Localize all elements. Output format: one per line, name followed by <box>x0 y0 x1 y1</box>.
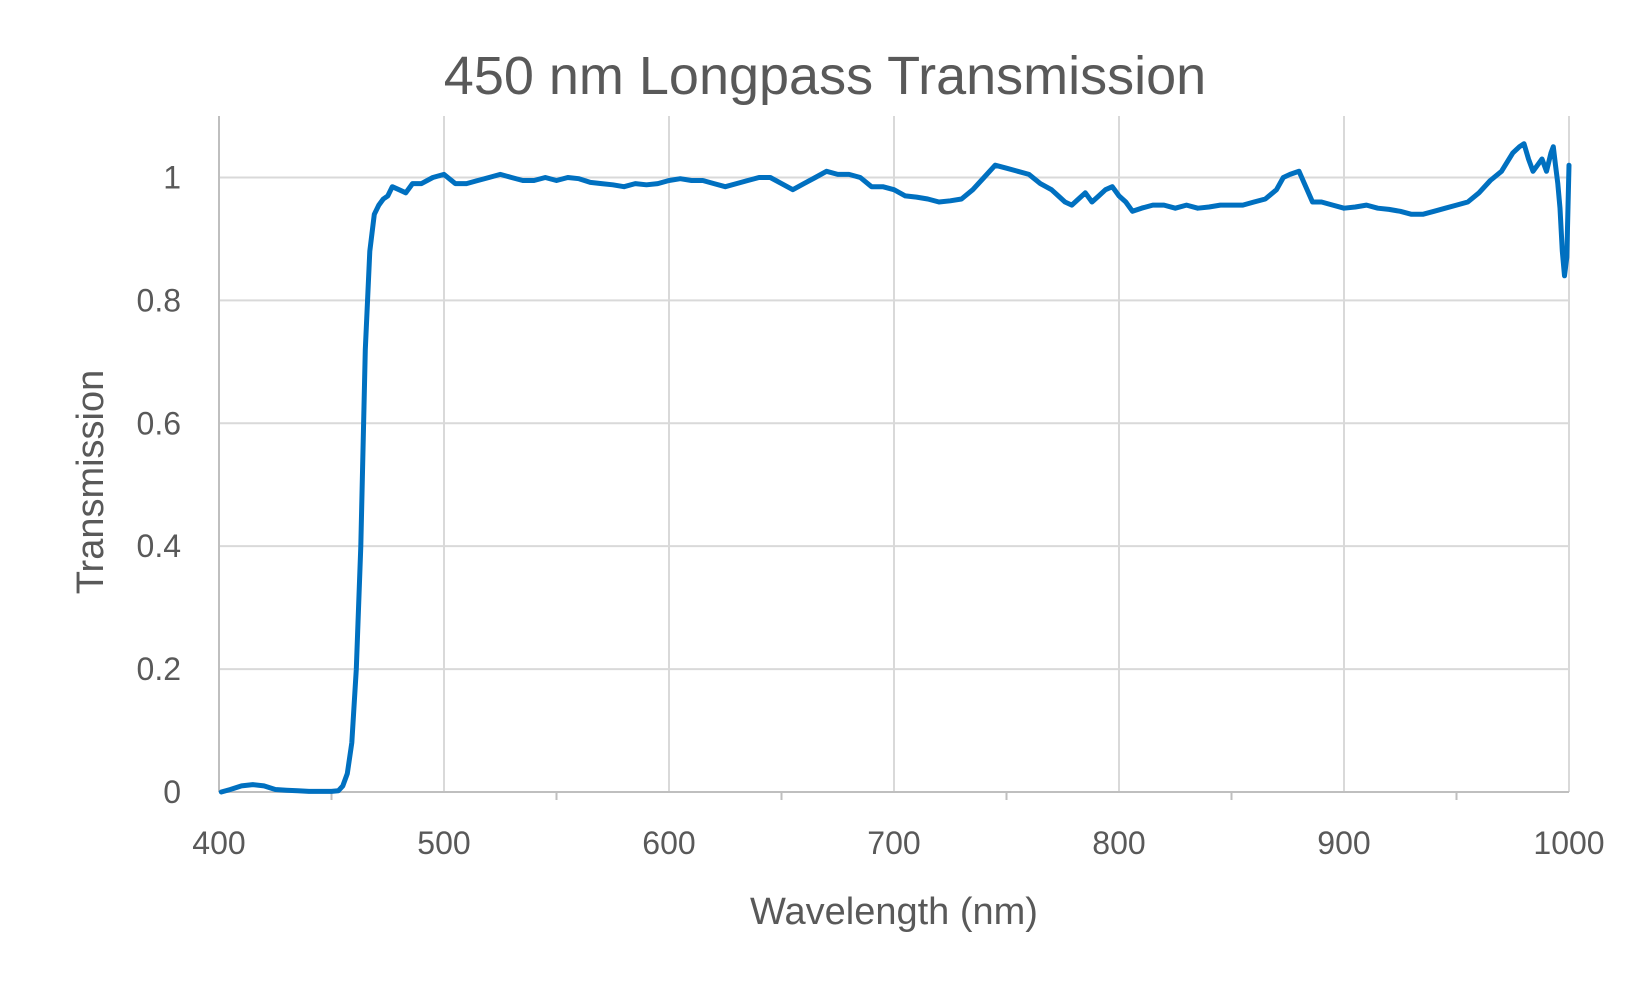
x-tick-labels: 400 500 600 700 800 900 1000 <box>192 825 1604 861</box>
x-tick-label: 500 <box>417 825 470 861</box>
y-tick-label: 1 <box>163 159 181 195</box>
chart-title: 450 nm Longpass Transmission <box>444 46 1206 106</box>
x-tick-label: 1000 <box>1533 825 1604 861</box>
x-tick-label: 400 <box>192 825 245 861</box>
x-tick-label: 600 <box>642 825 695 861</box>
y-tick-labels: 0 0.2 0.4 0.6 0.8 1 <box>137 159 181 810</box>
y-tick-label: 0.4 <box>137 528 181 564</box>
y-tick-label: 0.2 <box>137 651 181 687</box>
x-tick-label: 900 <box>1317 825 1370 861</box>
series-line <box>218 141 1572 795</box>
x-tick-label: 700 <box>867 825 920 861</box>
gridlines <box>219 116 1570 792</box>
y-tick-label: 0.6 <box>137 405 181 441</box>
y-tick-label: 0.8 <box>137 282 181 318</box>
y-tick-label: 0 <box>163 774 181 810</box>
plot-area <box>218 141 1572 795</box>
y-axis-label: Transmission <box>70 370 112 595</box>
x-axis-label: Wavelength (nm) <box>750 891 1038 933</box>
x-tick-label: 800 <box>1092 825 1145 861</box>
